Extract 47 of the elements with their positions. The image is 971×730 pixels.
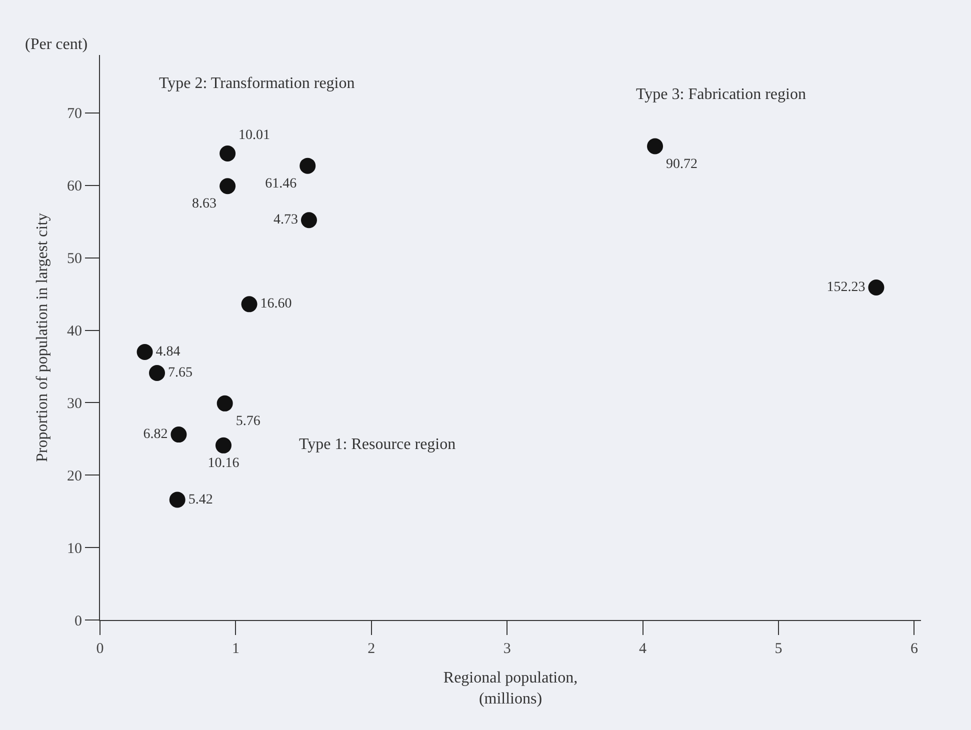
text: (Per cent) [25, 36, 88, 53]
point [241, 296, 258, 312]
x-axis-title: Regional population, (millions) [443, 670, 578, 708]
series-label: 6.82 [143, 427, 168, 442]
series-label: 4.84 [156, 344, 180, 360]
series-label: 90.72 [666, 156, 698, 172]
point [220, 146, 236, 162]
series-label: 61.46 [265, 176, 297, 192]
series-label: 10.01 [238, 128, 270, 144]
point [868, 280, 884, 296]
point [170, 426, 187, 443]
point [220, 178, 236, 194]
series-label: 7.65 [168, 365, 192, 380]
y-tick-label: 70 [67, 106, 82, 122]
y-tick-label: 20 [67, 468, 82, 484]
x-tick-label: 0 [96, 641, 104, 657]
series-label: 8.63 [192, 196, 217, 212]
series-label: 152.23 [826, 280, 866, 296]
x-tick-label: 6 [910, 641, 918, 657]
series-label: 5.42 [188, 492, 213, 508]
point [215, 437, 232, 454]
annotation: Type 2: Transformation region [159, 75, 355, 92]
point [169, 492, 186, 508]
y-tick-label: 60 [67, 178, 82, 195]
series-label: 5.76 [236, 414, 260, 429]
point [647, 138, 664, 154]
x-tick-label: 5 [774, 641, 782, 657]
y-tick-label: 50 [67, 251, 82, 268]
y-axis-title: Proportion of population in largest city [34, 212, 51, 462]
point [216, 395, 233, 412]
y-tick-label: 10 [67, 540, 82, 557]
point [149, 364, 165, 381]
x-tick-label: 2 [368, 641, 376, 657]
y-tick-label: 30 [67, 396, 82, 412]
point [136, 344, 153, 360]
x-tick-label: 3 [503, 641, 511, 657]
point [300, 158, 316, 174]
x-tick-label: 1 [232, 641, 240, 657]
x-tick-label: 4 [639, 641, 648, 657]
series-label: 16.60 [260, 296, 292, 312]
annotation: Type 3: Fabrication region [636, 86, 806, 103]
series-label: 10.16 [208, 456, 240, 471]
series-label: 4.73 [273, 212, 298, 228]
y-tick-label: 40 [67, 324, 82, 340]
point [300, 212, 317, 228]
annotation: Type 1: Resource region [299, 436, 456, 453]
y-tick-label: 0 [74, 613, 82, 630]
